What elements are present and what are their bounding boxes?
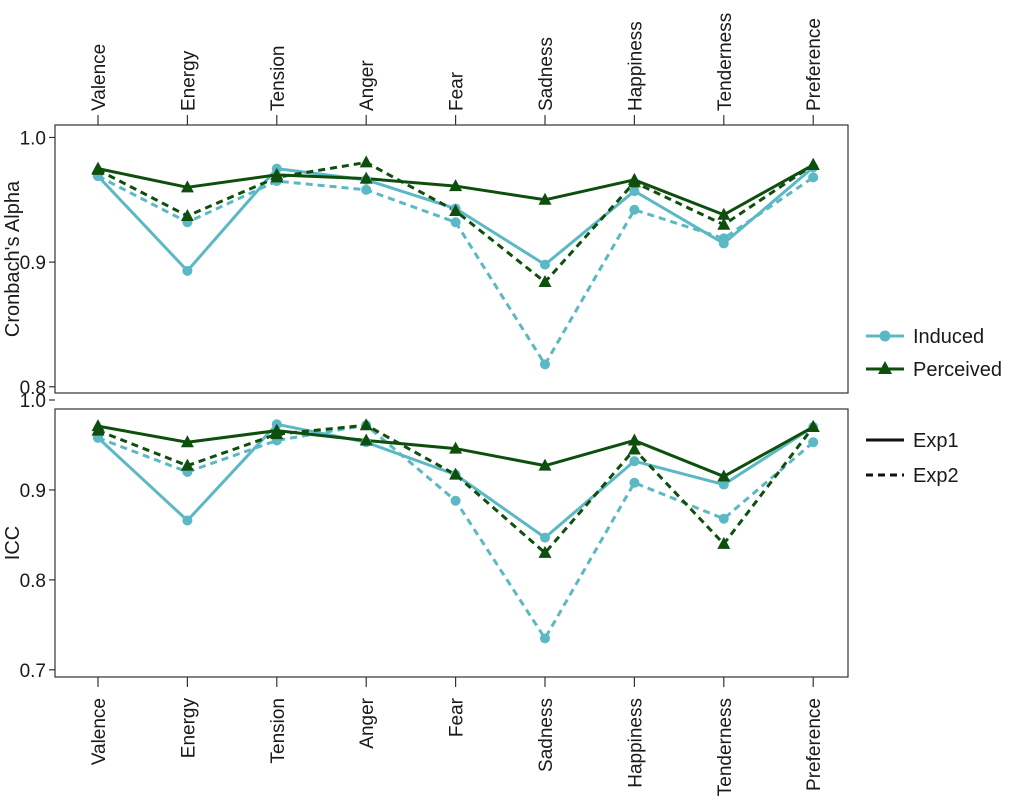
legend-label-exp2: Exp2 bbox=[913, 465, 959, 487]
data-point-perceived-exp2-preference bbox=[806, 157, 820, 170]
data-point-induced-exp2-fear bbox=[450, 495, 461, 506]
panel-cronbach-s-alpha: 0.8 0.9 1.0 Cronbach's Alpha bbox=[2, 124, 849, 399]
data-point-perceived-exp1-sadness bbox=[538, 192, 552, 205]
data-point-perceived-exp2-valence bbox=[91, 162, 105, 175]
data-point-induced-exp1-energy bbox=[182, 265, 193, 276]
data-point-perceived-exp2-sadness bbox=[538, 275, 552, 288]
bottom-category-label-tenderness: Tenderness bbox=[715, 698, 736, 796]
data-point-induced-exp1-happiness bbox=[629, 186, 640, 197]
y-axis-label: ICC bbox=[2, 526, 24, 560]
data-point-perceived-exp1-fear bbox=[449, 179, 463, 192]
data-point-perceived-exp1-happiness bbox=[627, 433, 641, 446]
y-tick-label: 0.8 bbox=[20, 571, 46, 592]
y-tick-label: 1.0 bbox=[20, 391, 46, 412]
legend-label-perceived: Perceived bbox=[913, 359, 1002, 381]
data-point-perceived-exp1-anger bbox=[359, 171, 373, 184]
data-point-induced-exp2-happiness bbox=[629, 204, 640, 215]
data-point-perceived-exp2-tension bbox=[270, 427, 284, 440]
data-point-induced-exp1-sadness bbox=[540, 532, 550, 543]
panel-frame bbox=[54, 408, 849, 678]
panel-frame bbox=[54, 124, 849, 394]
top-category-label-valence: Valence bbox=[89, 44, 110, 111]
data-point-perceived-exp2-valence bbox=[91, 423, 105, 436]
data-point-perceived-exp2-tenderness bbox=[717, 217, 731, 230]
data-point-perceived-exp2-tension bbox=[270, 170, 284, 183]
top-category-label-happiness: Happiness bbox=[625, 21, 646, 111]
bottom-category-label-happiness: Happiness bbox=[625, 698, 646, 788]
data-point-induced-exp1-energy bbox=[182, 515, 193, 526]
data-point-induced-exp1-happiness bbox=[629, 456, 640, 467]
bottom-category-label-tension: Tension bbox=[268, 698, 289, 764]
data-point-induced-exp1-sadness bbox=[540, 259, 550, 270]
legend: Induced Perceived Exp1 Exp2 bbox=[866, 326, 1002, 487]
data-point-perceived-exp2-anger bbox=[359, 155, 373, 168]
bottom-category-label-fear: Fear bbox=[447, 697, 468, 737]
y-axis-label: Cronbach's Alpha bbox=[2, 180, 24, 337]
data-point-induced-exp2-preference bbox=[808, 437, 819, 448]
bottom-category-label-anger: Anger bbox=[357, 697, 378, 748]
top-category-label-sadness: Sadness bbox=[536, 37, 557, 111]
y-tick-label: 0.9 bbox=[20, 253, 46, 274]
legend-marker-induced bbox=[879, 330, 891, 342]
data-point-perceived-exp2-happiness bbox=[627, 175, 641, 188]
data-point-perceived-exp2-anger bbox=[359, 418, 373, 431]
data-point-perceived-exp1-energy bbox=[180, 180, 194, 193]
data-point-perceived-exp1-tenderness bbox=[717, 469, 731, 482]
top-category-label-tension: Tension bbox=[268, 46, 289, 112]
data-point-perceived-exp2-energy bbox=[180, 208, 194, 221]
top-category-label-anger: Anger bbox=[357, 60, 378, 111]
bottom-category-label-preference: Preference bbox=[804, 698, 825, 791]
data-point-perceived-exp1-energy bbox=[180, 435, 194, 448]
bottom-category-label-energy: Energy bbox=[178, 698, 199, 759]
bottom-category-label-sadness: Sadness bbox=[536, 698, 557, 772]
y-tick-label: 1.0 bbox=[20, 128, 46, 149]
y-tick-label: 0.7 bbox=[20, 661, 46, 682]
data-point-perceived-exp2-energy bbox=[180, 458, 194, 471]
data-point-induced-exp2-preference bbox=[808, 172, 819, 183]
data-point-perceived-exp2-fear bbox=[449, 204, 463, 217]
legend-label-exp1: Exp1 bbox=[913, 430, 959, 452]
legend-label-induced: Induced bbox=[913, 326, 984, 348]
data-point-perceived-exp2-happiness bbox=[627, 442, 641, 455]
series-line-induced-exp2 bbox=[97, 174, 815, 366]
data-point-perceived-exp1-anger bbox=[359, 433, 373, 446]
top-category-label-preference: Preference bbox=[804, 18, 825, 111]
data-point-perceived-exp2-tenderness bbox=[717, 536, 731, 549]
data-point-perceived-exp1-sadness bbox=[538, 458, 552, 471]
top-category-label-tenderness: Tenderness bbox=[715, 13, 736, 111]
top-category-label-fear: Fear bbox=[447, 71, 468, 111]
data-point-induced-exp2-fear bbox=[450, 217, 461, 228]
series-line-perceived-exp2 bbox=[97, 423, 815, 555]
legend-marker-perceived bbox=[878, 361, 892, 374]
data-point-induced-exp1-tenderness bbox=[718, 479, 729, 490]
data-point-perceived-exp2-preference bbox=[806, 419, 820, 432]
y-tick-label: 0.9 bbox=[20, 481, 46, 502]
data-point-perceived-exp2-sadness bbox=[538, 545, 552, 558]
panel-icc: 0.7 0.8 0.9 1.0 ICC bbox=[2, 391, 849, 682]
data-point-induced-exp2-anger bbox=[361, 184, 372, 195]
data-point-induced-exp2-tenderness bbox=[718, 233, 729, 244]
data-point-induced-exp2-sadness bbox=[540, 359, 550, 370]
data-point-perceived-exp1-fear bbox=[449, 441, 463, 454]
data-point-induced-exp2-sadness bbox=[540, 633, 550, 644]
top-category-label-energy: Energy bbox=[178, 50, 199, 111]
data-point-perceived-exp1-tenderness bbox=[717, 207, 731, 220]
data-point-induced-exp2-tenderness bbox=[718, 513, 729, 524]
y-tick-label: 0.8 bbox=[20, 378, 46, 399]
data-point-induced-exp2-happiness bbox=[629, 477, 640, 488]
bottom-category-label-valence: Valence bbox=[89, 698, 110, 765]
data-point-perceived-exp2-fear bbox=[449, 467, 463, 480]
